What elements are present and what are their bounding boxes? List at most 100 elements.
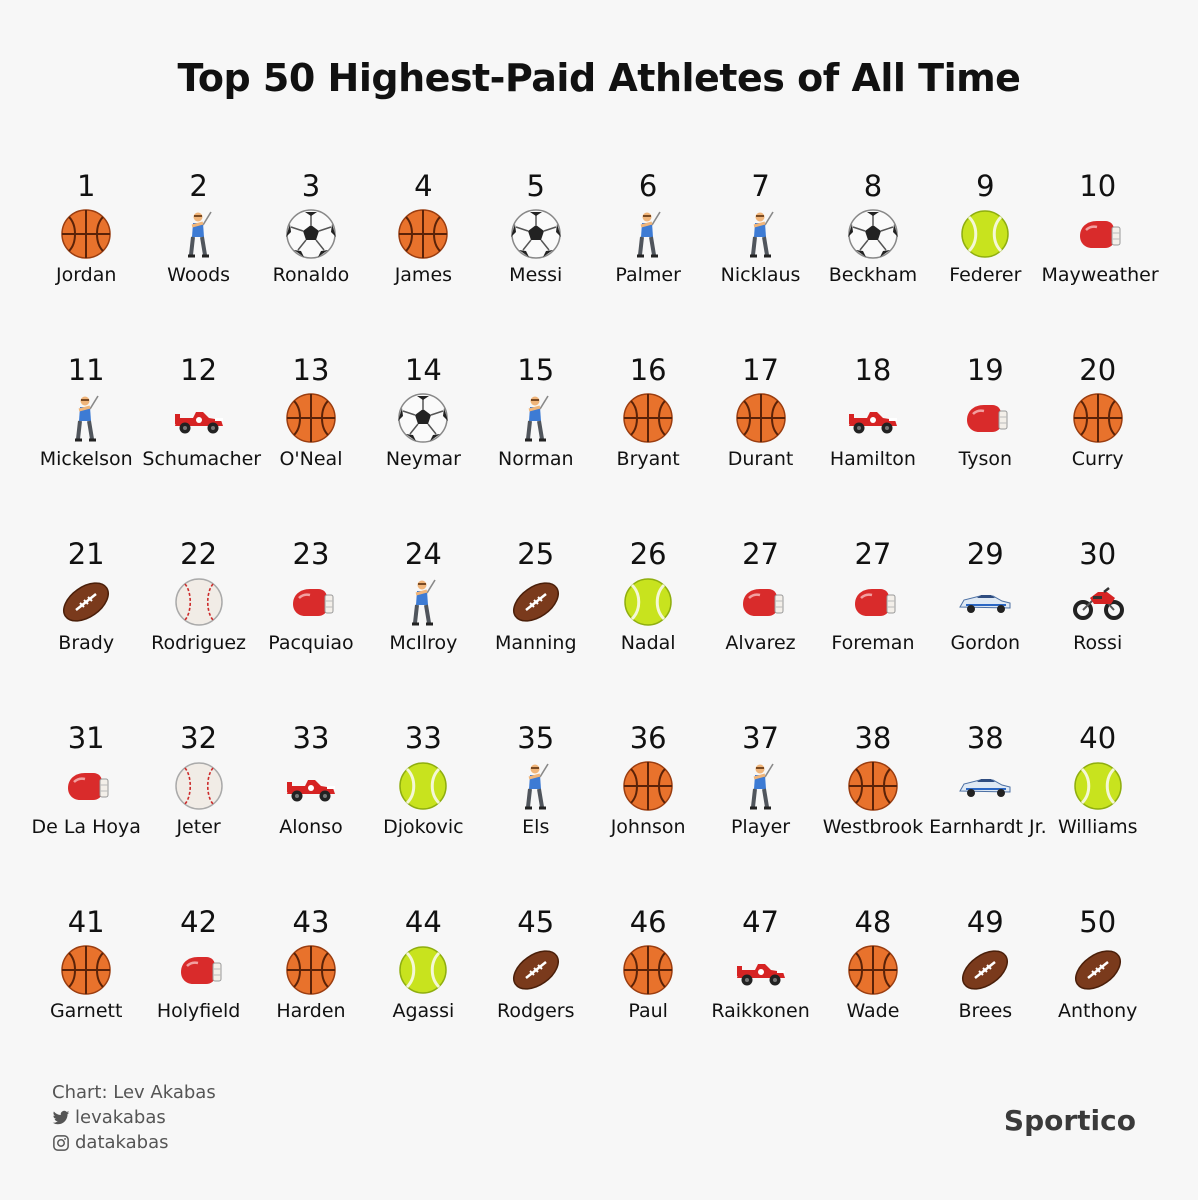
athlete-name: Brady [58, 632, 115, 654]
athlete-rank: 35 [517, 721, 555, 755]
athlete-rank: 21 [67, 537, 105, 571]
athlete-cell: 38 Westbrook [817, 718, 929, 902]
athlete-cell: 27 Alvarez [704, 534, 816, 718]
athlete-rank: 5 [526, 169, 545, 203]
golf-icon [524, 395, 549, 442]
athlete-rank: 25 [517, 537, 555, 571]
athlete-cell: 38 Earnhardt Jr. [929, 718, 1047, 902]
athlete-cell: 31 De La Hoya [30, 718, 142, 902]
racing-f1-icon [736, 964, 785, 986]
athlete-name: Alvarez [725, 632, 796, 654]
athlete-name: Foreman [831, 632, 915, 654]
athlete-name: Beckham [828, 264, 918, 286]
athlete-cell: 37 Player [704, 718, 816, 902]
boxing-icon [292, 589, 334, 616]
football-icon [962, 950, 1009, 990]
athlete-name: Player [730, 816, 791, 838]
athlete-rank: 48 [854, 905, 892, 939]
athlete-cell: 45 Rodgers [480, 902, 592, 1086]
soccer-icon [285, 209, 336, 259]
athlete-rank: 20 [1079, 353, 1117, 387]
athlete-rank: 24 [404, 537, 442, 571]
athlete-rank: 3 [301, 169, 321, 203]
athlete-cell: 48 Wade [817, 902, 929, 1086]
athlete-cell: 41 Garnett [30, 902, 142, 1086]
athlete-name: Jeter [176, 816, 221, 838]
athlete-rank: 33 [404, 721, 442, 755]
athlete-rank: 36 [629, 721, 667, 755]
basketball-icon [623, 761, 673, 811]
athlete-cell: 23 Pacquiao [255, 534, 367, 718]
athlete-rank: 47 [742, 905, 779, 939]
boxing-icon [1079, 221, 1121, 248]
athlete-cell: 25 Manning [480, 534, 592, 718]
athlete-cell: 42 Holyfield [142, 902, 254, 1086]
athlete-cell: 3 Ronaldo [255, 166, 367, 350]
athlete-cell: 22 Rodriguez [142, 534, 254, 718]
credits: Chart: Lev Akabas levakabas datakabas [52, 1080, 216, 1155]
basketball-icon [61, 945, 111, 995]
athlete-rank: 49 [966, 905, 1004, 939]
athlete-rank: 13 [292, 353, 330, 387]
golf-icon [637, 211, 661, 258]
basketball-icon [286, 393, 336, 443]
instagram-icon [53, 1134, 69, 1151]
golf-icon [749, 211, 774, 258]
motorcycle-icon [1072, 587, 1124, 620]
athlete-rank: 23 [292, 537, 330, 571]
athlete-name: Rossi [1073, 632, 1123, 654]
athlete-cell: 44 Agassi [367, 902, 479, 1086]
athlete-rank: 41 [67, 905, 105, 939]
athlete-name: Ronaldo [272, 264, 350, 286]
athlete-name: Pacquiao [268, 632, 354, 654]
boxing-icon [742, 589, 784, 616]
football-icon [1074, 950, 1121, 990]
athlete-name: Nicklaus [720, 264, 801, 286]
athlete-rank: 22 [180, 537, 218, 571]
football-icon [512, 582, 559, 622]
athlete-rank: 46 [629, 905, 667, 939]
racing-f1-icon [286, 780, 335, 802]
basketball-icon [623, 393, 673, 443]
athlete-name: Djokovic [383, 816, 464, 838]
athlete-rank: 6 [638, 169, 658, 203]
athlete-cell: 11 Mickelson [30, 350, 142, 534]
athlete-name: Holyfield [156, 1000, 241, 1022]
instagram-handle: datakabas [75, 1132, 169, 1153]
athlete-name: Els [522, 816, 550, 838]
athlete-cell: 13 O'Neal [255, 350, 367, 534]
athlete-cell: 5 Messi [480, 166, 592, 350]
athlete-rank: 31 [67, 721, 105, 755]
athlete-name: Mayweather [1041, 264, 1159, 286]
athlete-cell: 6 Palmer [592, 166, 704, 350]
athlete-rank: 15 [517, 353, 555, 387]
athlete-name: Manning [495, 632, 577, 654]
athlete-cell: 8 Beckham [817, 166, 929, 350]
athlete-cell: 49 Brees [929, 902, 1041, 1086]
athlete-name: Rodriguez [151, 632, 247, 654]
tennis-icon [1073, 762, 1122, 810]
athlete-cell: 12 Schumacher [142, 350, 261, 534]
athlete-cell: 32 Jeter [142, 718, 254, 902]
athlete-cell: 47 Raikkonen [704, 902, 816, 1086]
baseball-icon [174, 578, 223, 626]
athlete-rank: 16 [629, 353, 667, 387]
athlete-name: Mickelson [39, 448, 133, 470]
athlete-rank: 19 [966, 353, 1004, 387]
athlete-rank: 17 [742, 353, 779, 387]
athlete-rank: 40 [1079, 721, 1117, 755]
athlete-name: Bryant [616, 448, 680, 470]
athlete-name: Nadal [620, 632, 676, 654]
instagram-credit: datakabas [52, 1130, 216, 1155]
basketball-icon [623, 945, 673, 995]
athlete-cell: 29 Gordon [929, 534, 1041, 718]
athlete-name: Raikkonen [711, 1000, 810, 1022]
athlete-cell: 27 Foreman [817, 534, 929, 718]
athlete-rank: 12 [180, 353, 218, 387]
athlete-cell: 15 Norman [480, 350, 592, 534]
chart-credit: Chart: Lev Akabas [52, 1080, 216, 1105]
athlete-name: Federer [949, 264, 1022, 286]
athlete-cell: 33 Djokovic [367, 718, 479, 902]
athlete-rank: 38 [854, 721, 892, 755]
tennis-icon [399, 762, 448, 810]
